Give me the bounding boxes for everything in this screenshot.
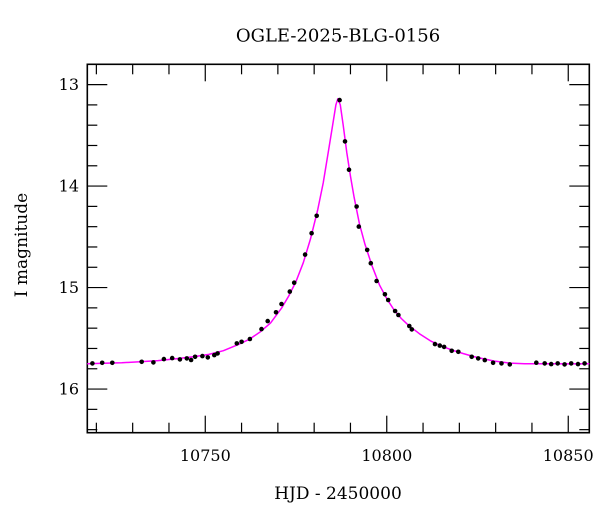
- photometry-point: [356, 224, 362, 229]
- photometry-point: [385, 297, 391, 303]
- photometry-point: [169, 355, 175, 361]
- photometry-point: [188, 357, 194, 363]
- photometry-point: [239, 339, 244, 345]
- chart-title: OGLE-2025-BLG-0156: [235, 25, 441, 47]
- photometry-point: [548, 361, 554, 367]
- x-tick-label: 10800: [361, 446, 412, 465]
- photometry-point: [568, 361, 574, 366]
- photometry-point: [184, 356, 190, 361]
- photometry-point: [482, 357, 488, 363]
- photometry-point: [432, 341, 438, 347]
- photometry-point: [200, 353, 205, 359]
- photometry-point: [562, 362, 567, 367]
- photometry-point: [555, 361, 560, 366]
- photometry-point: [364, 247, 370, 253]
- photometry-point: [475, 356, 481, 361]
- photometry-point: [309, 230, 314, 236]
- x-tick-label: 10750: [180, 446, 231, 465]
- photometry-point: [99, 360, 105, 366]
- photometry-point: [441, 344, 447, 350]
- x-tick-labels: 10750 10800 10850: [180, 446, 594, 465]
- photometry-point: [215, 351, 220, 356]
- photometry-point: [407, 323, 412, 329]
- x-tick-label: 10850: [543, 446, 594, 465]
- photometry-point: [273, 310, 279, 315]
- photometry-point: [177, 357, 183, 362]
- photometry-point: [265, 318, 271, 324]
- photometry-point: [354, 204, 359, 209]
- photometry-point: [346, 167, 352, 172]
- model-curve: [87, 98, 590, 365]
- photometry-point: [342, 139, 348, 144]
- photometry-point: [392, 308, 398, 314]
- photometry-point: [139, 359, 144, 365]
- photometry-point: [291, 280, 297, 286]
- photometry-point: [396, 312, 401, 318]
- photometry-point: [314, 213, 320, 219]
- photometry-point: [247, 336, 253, 342]
- photometry-point: [449, 348, 455, 354]
- photometry-point: [151, 360, 156, 365]
- y-tick-label: 14: [59, 177, 79, 196]
- photometry-point: [161, 356, 167, 362]
- photometry-point: [302, 252, 308, 257]
- photometry-point: [90, 361, 95, 366]
- photometry-point: [469, 354, 475, 360]
- photometry-point: [499, 361, 504, 366]
- photometry-point: [456, 349, 461, 355]
- photometry-point: [575, 361, 581, 367]
- photometry-point: [507, 362, 513, 367]
- photometry-point: [279, 301, 284, 307]
- photometry-point: [110, 360, 115, 366]
- photometry-point: [437, 343, 443, 348]
- photometry-point: [409, 327, 415, 332]
- photometry-point: [374, 278, 379, 284]
- photometry-point: [234, 341, 240, 346]
- photometry-point: [542, 361, 547, 366]
- y-axis-ticks: [87, 83, 590, 431]
- y-tick-label: 13: [59, 75, 79, 94]
- photometry-point: [490, 360, 496, 366]
- y-tick-label: 16: [59, 380, 79, 399]
- y-tick-labels: 13 14 15 16: [59, 75, 79, 399]
- photometry-point: [337, 97, 342, 103]
- photometry-point: [192, 354, 198, 360]
- data-points: [90, 97, 587, 367]
- plot-frame: [86, 63, 591, 434]
- photometry-point: [368, 260, 374, 266]
- photometry-point: [287, 289, 293, 294]
- photometry-point: [205, 355, 211, 360]
- y-tick-label: 15: [59, 278, 79, 297]
- photometry-point: [582, 361, 587, 366]
- x-axis-ticks: [95, 64, 569, 433]
- photometry-point: [534, 360, 539, 366]
- x-axis-label: HJD - 2450000: [274, 484, 402, 504]
- photometry-point: [382, 292, 388, 297]
- photometry-point: [259, 326, 264, 332]
